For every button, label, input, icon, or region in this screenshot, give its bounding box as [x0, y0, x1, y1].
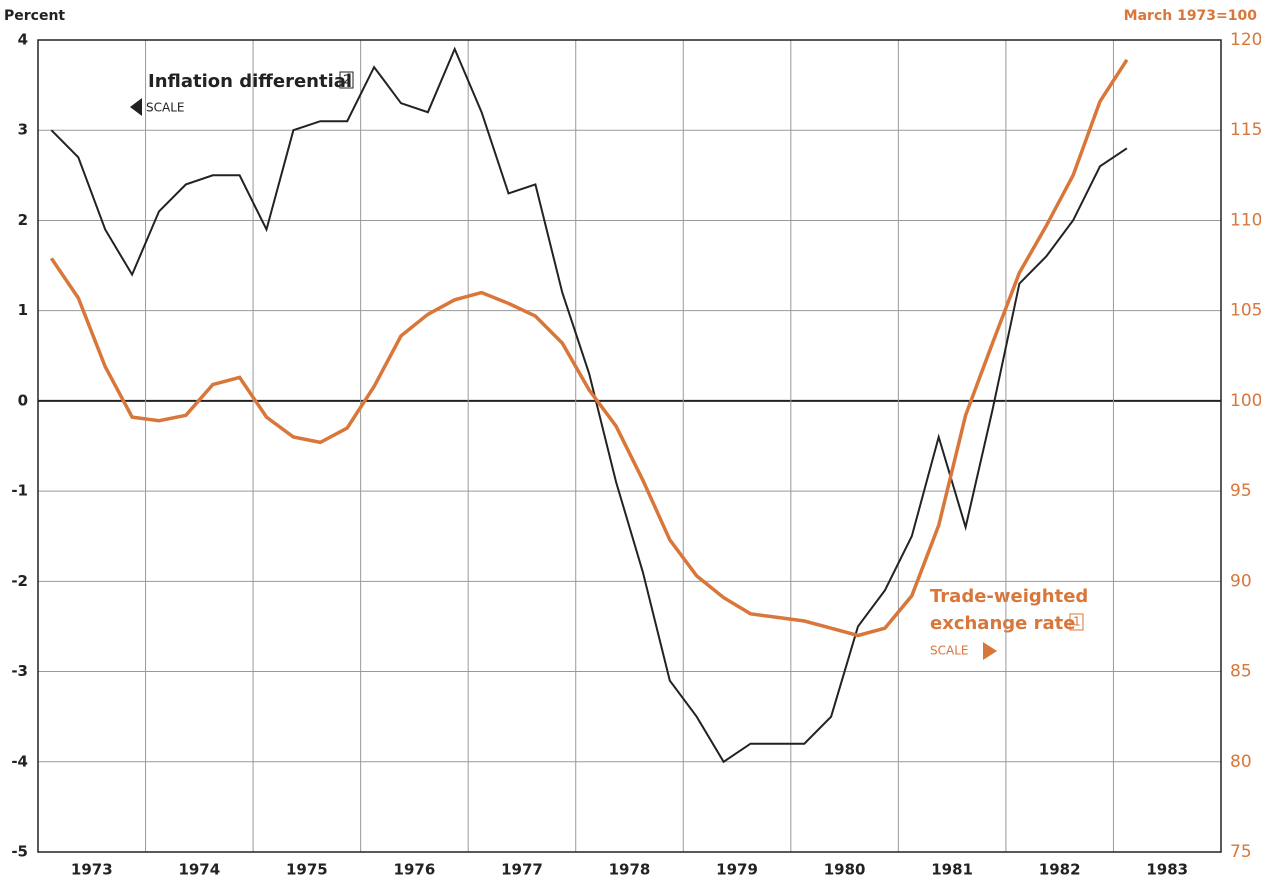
y2-tick-label: 80	[1230, 752, 1252, 772]
y2-tick-label: 120	[1230, 30, 1261, 50]
annotation: Inflation differential	[148, 71, 352, 92]
y2-tick-label: 105	[1230, 301, 1261, 321]
x-tick-label: 1976	[394, 861, 436, 879]
y-tick-label: 3	[18, 121, 28, 139]
y-tick-label: -5	[11, 843, 28, 861]
y-tick-label: -2	[11, 572, 28, 590]
series-line	[49, 58, 1129, 638]
y-tick-label: -3	[11, 662, 28, 680]
series-line	[50, 46, 1128, 764]
y2-tick-label: 85	[1230, 662, 1252, 682]
y2-tick-label: 90	[1230, 571, 1252, 591]
y-tick-label: 1	[18, 301, 28, 319]
x-tick-label: 1979	[716, 861, 758, 879]
x-tick-label: 1982	[1039, 861, 1081, 879]
y-tick-label: -1	[11, 482, 28, 500]
y2-axis-label: March 1973=100	[1124, 8, 1258, 24]
footnote-box	[1069, 613, 1084, 631]
x-tick-label: 1981	[931, 861, 973, 879]
y-tick-label: -4	[11, 752, 28, 770]
x-tick-label: 1974	[178, 861, 220, 879]
y2-tick-label: 75	[1230, 842, 1252, 862]
footnote: 2	[343, 73, 351, 87]
scale-label: SCALE	[930, 644, 968, 658]
y2-tick-label: 100	[1230, 391, 1261, 411]
y2-tick-label: 110	[1230, 210, 1261, 230]
y-tick-label: 4	[18, 31, 28, 49]
plot-frame	[37, 39, 1222, 853]
x-tick-label: 1975	[286, 861, 328, 879]
y-tick-label: 0	[18, 391, 28, 409]
footnote: 1	[1073, 615, 1081, 629]
x-tick-label: 1973	[71, 861, 113, 879]
x-tick-label: 1978	[609, 861, 651, 879]
y2-tick-label: 115	[1230, 120, 1261, 140]
annotation: Trade-weighted	[930, 586, 1088, 607]
scale-arrow	[130, 98, 142, 116]
annotation: exchange rate	[930, 613, 1075, 634]
scale-arrow	[983, 642, 997, 660]
y-tick-label: 2	[18, 211, 28, 229]
x-tick-label: 1977	[501, 861, 543, 879]
y-axis-label: Percent	[4, 8, 65, 24]
x-tick-label: 1983	[1146, 861, 1188, 879]
y2-tick-label: 95	[1230, 481, 1252, 501]
scale-label: SCALE	[146, 101, 184, 115]
x-tick-label: 1980	[824, 861, 866, 879]
footnote-box	[339, 71, 354, 89]
